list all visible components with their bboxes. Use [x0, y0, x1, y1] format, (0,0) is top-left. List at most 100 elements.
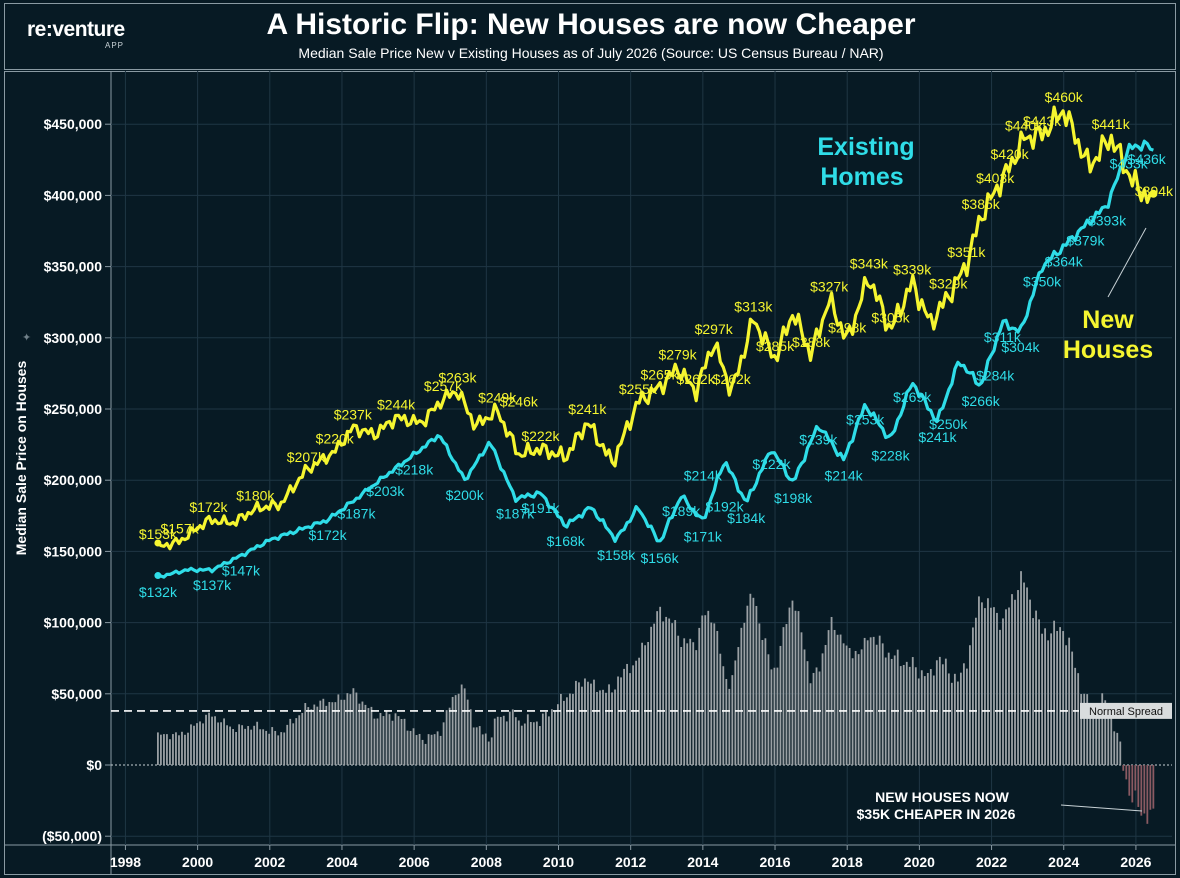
difference-bar: [241, 725, 244, 765]
difference-bar: [172, 734, 174, 765]
difference-bar: [529, 721, 532, 765]
x-tick-label: 2004: [326, 854, 357, 870]
difference-bar: [223, 718, 225, 765]
new-price-label: $153k: [139, 526, 178, 542]
difference-bar: [860, 649, 863, 765]
difference-bar: [1086, 694, 1089, 765]
existing-price-label: $147k: [222, 563, 261, 579]
difference-bar: [502, 715, 505, 765]
difference-bar: [1062, 631, 1065, 765]
difference-bar: [575, 680, 577, 765]
difference-bar: [959, 672, 962, 765]
difference-bar: [587, 681, 589, 765]
difference-bar: [665, 616, 668, 765]
y-tick-label: $250,000: [44, 401, 103, 417]
difference-bar: [1023, 582, 1025, 765]
new-price-label: $327k: [810, 278, 849, 294]
difference-bar: [490, 737, 493, 765]
difference-bar: [535, 721, 538, 765]
difference-bar: [965, 668, 968, 765]
difference-bar: [809, 683, 812, 765]
new-price-label: $244k: [377, 397, 416, 413]
new-houses-callout: New: [1082, 306, 1134, 334]
difference-bar: [803, 649, 806, 765]
difference-bar: [671, 623, 674, 765]
difference-bar: [379, 713, 382, 765]
difference-bar: [274, 730, 277, 765]
difference-bar: [1017, 590, 1019, 765]
difference-bar: [1122, 765, 1125, 771]
difference-bar: [695, 650, 698, 765]
difference-bar: [403, 718, 406, 765]
difference-bar: [304, 703, 307, 765]
normal-spread-badge: [1080, 702, 1172, 719]
difference-bar: [445, 710, 448, 765]
difference-bar: [340, 699, 343, 765]
existing-homes-start-marker: [154, 572, 162, 580]
new-price-label: $394k: [1135, 183, 1174, 199]
difference-bar: [1152, 765, 1155, 809]
difference-bar: [953, 673, 956, 765]
difference-bar: [193, 725, 195, 765]
difference-bar: [463, 688, 466, 765]
existing-price-label: $198k: [774, 490, 813, 506]
difference-bar: [578, 682, 580, 765]
difference-bar: [448, 707, 451, 765]
difference-bar: [466, 699, 469, 765]
new-price-label: $403k: [976, 170, 1015, 186]
difference-bar: [256, 721, 259, 765]
new-price-label: $220k: [316, 431, 355, 447]
difference-bar: [1038, 619, 1040, 765]
difference-bar: [1053, 620, 1056, 765]
difference-bar: [848, 648, 851, 765]
difference-bar: [683, 638, 686, 765]
new-price-label: $443k: [1023, 113, 1062, 129]
difference-bar: [385, 711, 388, 765]
y-tick-label: $150,000: [44, 543, 103, 559]
difference-bar: [962, 663, 965, 765]
difference-bar: [460, 684, 463, 765]
difference-bar: [950, 682, 953, 765]
difference-bar: [244, 728, 247, 765]
difference-bar: [1005, 609, 1007, 765]
difference-bar: [842, 643, 845, 765]
difference-bar: [169, 739, 171, 765]
difference-bar: [409, 730, 412, 765]
difference-bar: [454, 695, 457, 765]
difference-bar: [782, 627, 785, 765]
difference-bar: [845, 645, 848, 765]
difference-bar: [999, 629, 1001, 765]
existing-price-label: $168k: [547, 533, 586, 549]
difference-bar: [391, 720, 394, 765]
difference-bar: [981, 602, 983, 765]
x-tick-label: 1998: [110, 854, 141, 870]
chart-svg: ($50,000) $0 $50,000 $100,000 $150,000 $200,0…: [4, 71, 1176, 875]
x-tick-label: 2008: [471, 854, 502, 870]
difference-bar: [758, 623, 761, 765]
existing-price-label: $184k: [727, 510, 766, 526]
normal-spread-label: Normal Spread: [1089, 706, 1163, 718]
difference-bar: [538, 726, 541, 765]
difference-bar: [550, 709, 553, 765]
difference-bar: [629, 673, 631, 765]
difference-bar: [662, 621, 665, 765]
difference-bar: [514, 717, 517, 765]
y-axis-label: Median Sale Price on Houses: [13, 361, 29, 556]
difference-bar: [701, 615, 704, 765]
difference-bar: [205, 714, 207, 765]
existing-price-label: $350k: [1023, 274, 1062, 290]
difference-bar: [424, 743, 427, 765]
x-tick-label: 2018: [832, 854, 863, 870]
difference-bar: [911, 657, 914, 765]
new-price-label: $313k: [734, 298, 773, 314]
difference-bar: [373, 718, 376, 765]
difference-bar: [547, 716, 550, 765]
existing-price-label: $222k: [752, 456, 791, 472]
difference-bar: [439, 735, 442, 765]
difference-bar: [785, 624, 788, 765]
difference-bar: [878, 635, 881, 765]
difference-bar: [298, 715, 301, 765]
difference-bar: [692, 642, 695, 765]
difference-bar: [938, 656, 941, 765]
difference-bar: [914, 667, 917, 765]
